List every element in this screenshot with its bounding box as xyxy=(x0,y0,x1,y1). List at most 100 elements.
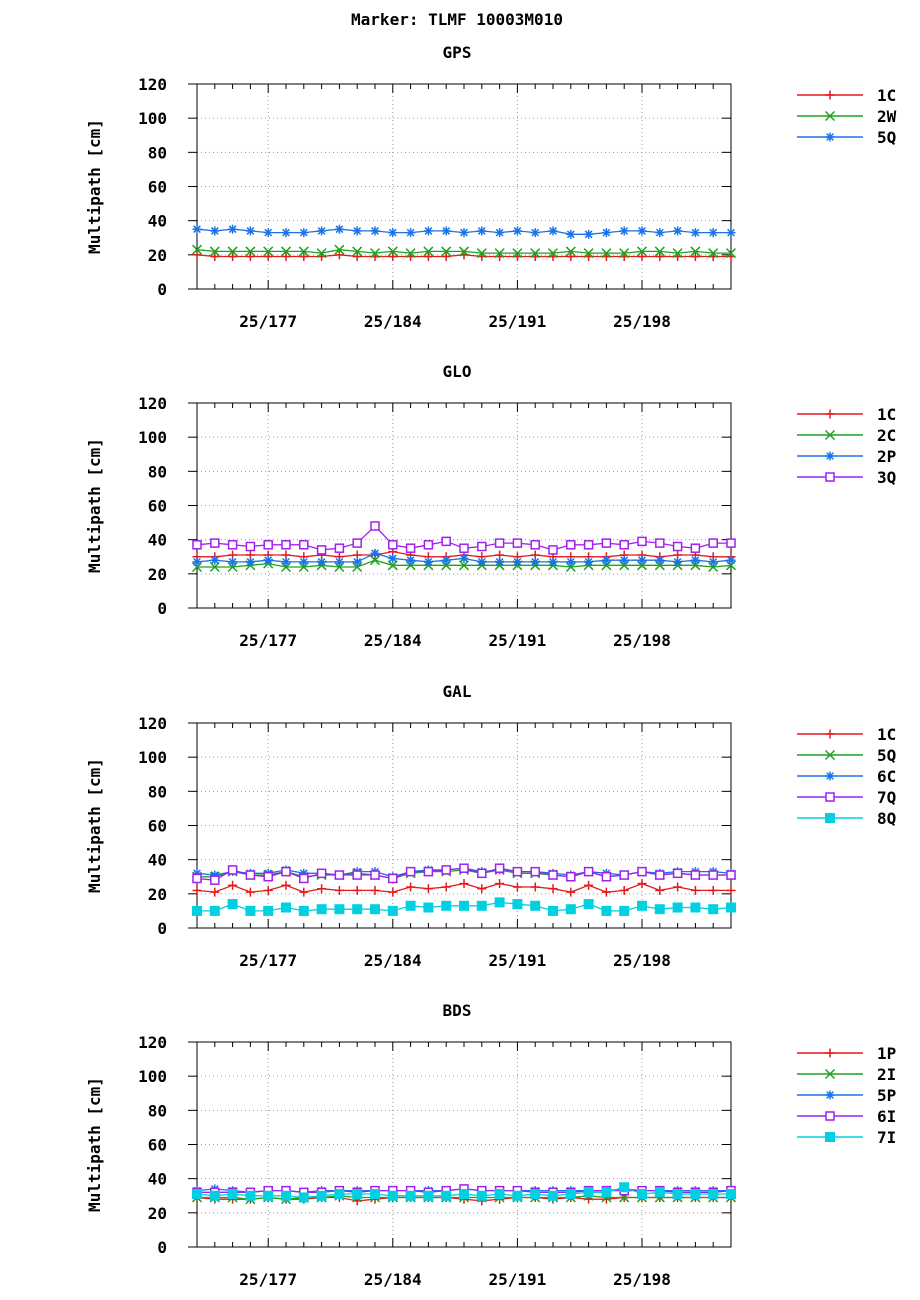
data-point xyxy=(690,902,701,913)
data-point xyxy=(530,900,541,911)
x-tick-label: 25/198 xyxy=(613,1270,671,1289)
data-point xyxy=(655,555,665,565)
series-7q xyxy=(192,863,736,885)
data-point xyxy=(725,248,737,259)
y-tick-label: 40 xyxy=(148,1170,167,1189)
data-point xyxy=(477,884,487,894)
y-tick-label: 0 xyxy=(157,1238,167,1257)
data-point xyxy=(370,1189,380,1200)
data-point xyxy=(637,879,647,889)
data-point xyxy=(334,885,344,895)
x-tick-label: 25/177 xyxy=(239,1270,297,1289)
legend-label: 1C xyxy=(877,405,896,424)
data-point xyxy=(566,872,576,882)
legend-marker xyxy=(825,132,835,142)
data-point xyxy=(441,865,451,875)
y-tick-label: 100 xyxy=(138,428,167,447)
data-point xyxy=(637,555,647,565)
data-point xyxy=(655,870,665,880)
data-point xyxy=(228,557,238,567)
x-tick-label: 25/191 xyxy=(489,631,547,650)
data-point xyxy=(690,1189,701,1200)
x-tick-label: 25/184 xyxy=(364,951,422,970)
data-point xyxy=(512,226,522,236)
data-point xyxy=(690,246,701,257)
data-point xyxy=(601,872,612,882)
series-3q xyxy=(192,521,736,555)
data-point xyxy=(352,557,362,567)
data-point xyxy=(654,904,665,915)
legend-label: 5Q xyxy=(877,746,896,765)
data-point xyxy=(370,904,380,915)
legend-item: 1C xyxy=(797,86,896,105)
data-point xyxy=(334,557,344,567)
data-point xyxy=(566,252,576,262)
y-tick-label: 60 xyxy=(148,497,167,516)
legend-marker xyxy=(825,1132,835,1142)
data-point xyxy=(299,540,309,550)
panel-title: GLO xyxy=(443,362,472,381)
y-tick-label: 80 xyxy=(148,782,167,801)
legend-label: 6C xyxy=(877,767,896,786)
data-point xyxy=(566,229,576,239)
legend-marker xyxy=(825,1090,835,1100)
data-point xyxy=(530,557,540,567)
data-point xyxy=(495,557,505,567)
data-point xyxy=(637,900,647,911)
data-point xyxy=(316,868,327,879)
data-point xyxy=(548,884,558,894)
data-point xyxy=(263,540,273,550)
data-point xyxy=(388,873,398,884)
data-point xyxy=(637,866,647,877)
legend-label: 8Q xyxy=(877,809,896,828)
x-tick-label: 25/198 xyxy=(613,951,671,970)
data-point xyxy=(566,540,576,550)
data-point xyxy=(726,538,736,548)
data-point xyxy=(583,540,594,550)
legend-marker xyxy=(825,451,835,461)
data-point xyxy=(441,536,451,547)
data-point xyxy=(423,866,434,877)
legend-label: 7Q xyxy=(877,788,896,807)
legend-item: 6C xyxy=(797,767,896,786)
panel-title: GPS xyxy=(443,43,472,62)
data-point xyxy=(708,904,719,915)
legend-item: 5Q xyxy=(797,746,896,765)
data-point xyxy=(494,1189,505,1200)
legend-item: 2C xyxy=(797,426,896,445)
data-point xyxy=(227,1189,238,1200)
data-point xyxy=(583,866,594,877)
data-point xyxy=(512,866,523,877)
y-tick-label: 40 xyxy=(148,212,167,231)
legend-marker xyxy=(825,1048,835,1058)
legend-marker xyxy=(825,813,835,823)
data-point xyxy=(459,543,469,553)
data-point xyxy=(548,905,558,916)
data-point xyxy=(673,557,683,567)
legend-label: 2P xyxy=(877,447,896,466)
data-point xyxy=(388,540,398,550)
data-point xyxy=(726,870,736,880)
data-point xyxy=(227,246,238,257)
data-point xyxy=(495,879,505,889)
data-point xyxy=(459,900,469,911)
data-point xyxy=(228,252,238,262)
panel-title: BDS xyxy=(443,1001,472,1020)
legend-label: 3Q xyxy=(877,468,896,487)
data-point xyxy=(405,248,416,259)
data-point xyxy=(441,1190,452,1201)
y-tick-label: 20 xyxy=(148,565,167,584)
data-point xyxy=(263,885,273,895)
data-point xyxy=(423,1190,434,1201)
data-point xyxy=(619,870,629,880)
data-point xyxy=(619,540,629,550)
legend-label: 6I xyxy=(877,1107,896,1126)
y-axis-label: Multipath [cm] xyxy=(85,1077,104,1212)
data-point xyxy=(708,228,718,238)
x-tick-label: 25/177 xyxy=(239,631,297,650)
data-point xyxy=(281,557,291,567)
series-7i xyxy=(192,1182,736,1203)
y-tick-label: 100 xyxy=(138,748,167,767)
data-point xyxy=(548,557,558,567)
